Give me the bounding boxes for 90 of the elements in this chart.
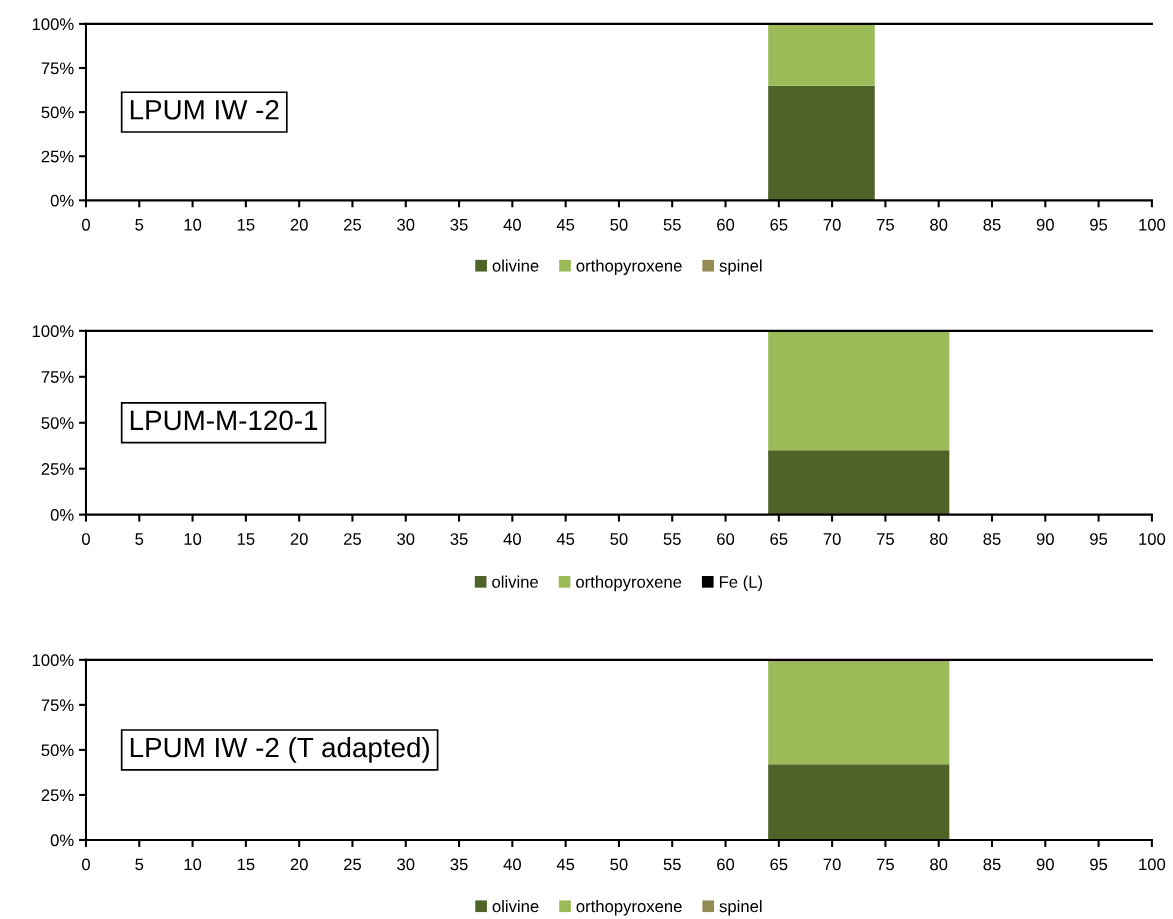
x-tick-label: 30 — [397, 218, 415, 231]
x-tick-label: 45 — [556, 858, 575, 871]
x-tick-label: 55 — [663, 858, 681, 871]
x-tick-label: 80 — [930, 218, 948, 231]
x-tick-label: 5 — [135, 219, 144, 231]
x-tick-label: 20 — [290, 858, 308, 871]
x-tick-label: 30 — [397, 533, 415, 545]
x-tick-label: 75 — [877, 858, 894, 871]
x-tick-label: 50 — [610, 533, 628, 545]
x-tick-label: 20 — [290, 533, 308, 545]
x-tick-label: 60 — [717, 533, 735, 545]
x-tick-label: 50 — [610, 218, 628, 231]
y-tick-label: 0% — [50, 509, 74, 521]
x-tick-label: 90 — [1036, 533, 1054, 545]
x-tick-label: 95 — [1090, 533, 1108, 545]
x-tick-label: 70 — [823, 218, 841, 231]
y-tick-label: 50% — [41, 744, 74, 757]
x-tick-label: 100 — [1139, 533, 1166, 545]
x-tick-label: 15 — [237, 219, 255, 231]
x-tick-label: 70 — [823, 533, 841, 545]
legend-label: olivine — [492, 575, 538, 588]
x-tick-label: 45 — [556, 219, 575, 231]
y-tick-label: 50% — [41, 417, 74, 429]
x-tick-label: 15 — [237, 858, 255, 871]
x-tick-label: 25 — [344, 858, 362, 871]
y-tick-label: 100% — [32, 18, 74, 31]
x-tick-label: 10 — [184, 858, 202, 871]
x-tick-label: 100 — [1139, 218, 1166, 231]
y-tick-label: 50% — [41, 106, 74, 119]
x-tick-label: 75 — [877, 533, 894, 545]
y-tick-label: 0% — [50, 834, 74, 847]
annotation: LPUM-M-120-1 — [130, 410, 318, 431]
y-tick-label: 100% — [32, 654, 74, 667]
y-tick-label: 100% — [32, 325, 74, 338]
x-tick-label: 20 — [290, 218, 308, 231]
x-tick-label: 35 — [450, 858, 468, 871]
x-tick-label: 95 — [1090, 858, 1108, 871]
legend-label: olivine — [492, 900, 539, 913]
x-tick-label: 55 — [663, 533, 681, 545]
annotation: LPUM IW -2 — [130, 99, 279, 120]
x-tick-label: 45 — [556, 533, 575, 545]
x-tick-label: 25 — [344, 533, 362, 545]
x-tick-label: 40 — [503, 858, 521, 871]
x-tick-label: 80 — [930, 858, 948, 871]
legend-label: orthopyroxene — [576, 575, 682, 592]
x-tick-label: 60 — [717, 858, 735, 871]
x-tick-label: 40 — [503, 533, 521, 545]
x-tick-label: 0 — [82, 533, 90, 545]
x-tick-label: 10 — [184, 533, 202, 545]
legend-label: spinel — [719, 259, 762, 275]
x-tick-label: 100 — [1139, 858, 1166, 871]
annotation: LPUM IW -2 (T adapted) — [130, 736, 429, 763]
y-tick-label: 25% — [41, 150, 74, 163]
x-tick-label: 55 — [663, 219, 681, 231]
x-tick-label: 65 — [770, 858, 788, 871]
x-tick-label: 0 — [82, 858, 90, 871]
x-tick-label: 50 — [610, 858, 628, 871]
y-tick-label: 75% — [41, 371, 74, 383]
y-tick-label: 25% — [41, 463, 74, 475]
x-tick-label: 85 — [983, 533, 1001, 545]
x-tick-label: 10 — [184, 218, 202, 231]
x-tick-label: 0 — [82, 218, 90, 231]
legend-label: olivine — [492, 259, 539, 272]
x-tick-label: 5 — [135, 858, 144, 871]
x-tick-label: 40 — [503, 218, 521, 231]
legend-label: orthopyroxene — [576, 259, 682, 275]
legend-label: spinel — [719, 900, 762, 916]
y-tick-label: 75% — [41, 699, 74, 712]
x-tick-label: 90 — [1036, 858, 1054, 871]
x-tick-label: 75 — [877, 219, 894, 231]
legend-label: Fe (L) — [719, 575, 763, 592]
x-tick-label: 15 — [237, 533, 255, 545]
y-tick-label: 25% — [41, 789, 74, 802]
x-tick-label: 90 — [1036, 218, 1054, 231]
x-tick-label: 5 — [135, 533, 144, 545]
x-tick-label: 35 — [450, 218, 468, 231]
x-tick-label: 95 — [1090, 218, 1108, 231]
x-tick-label: 30 — [397, 858, 415, 871]
x-tick-label: 85 — [983, 218, 1001, 231]
x-tick-label: 85 — [983, 858, 1001, 871]
x-tick-label: 65 — [770, 218, 788, 231]
x-tick-label: 25 — [344, 218, 362, 231]
x-tick-label: 35 — [450, 533, 468, 545]
y-tick-label: 75% — [41, 62, 74, 75]
y-tick-label: 0% — [50, 194, 74, 207]
x-tick-label: 70 — [823, 858, 841, 871]
x-tick-label: 60 — [717, 218, 735, 231]
legend-label: orthopyroxene — [576, 900, 682, 916]
x-tick-label: 65 — [770, 533, 788, 545]
x-tick-label: 80 — [930, 533, 948, 545]
